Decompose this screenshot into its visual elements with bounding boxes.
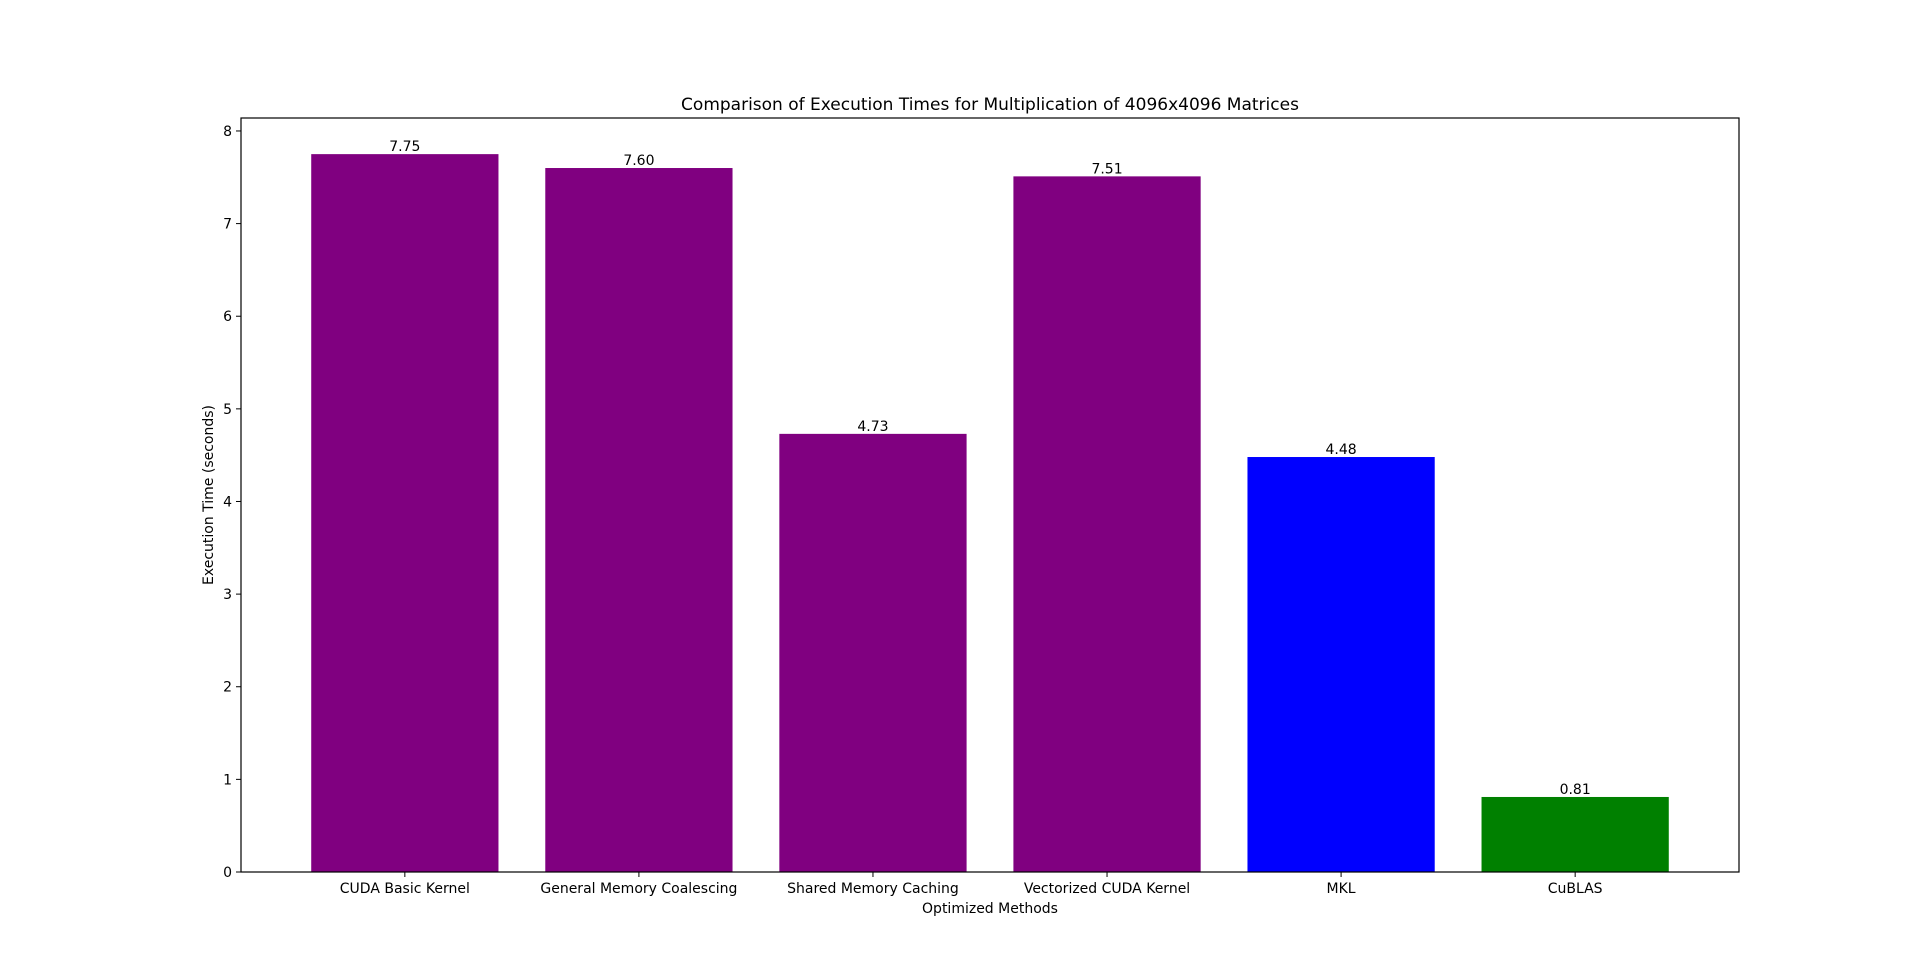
bar-1 xyxy=(545,168,733,872)
y-tick-label-7: 7 xyxy=(223,217,232,233)
y-tick-label-1: 1 xyxy=(223,772,232,788)
y-tick-label-6: 6 xyxy=(223,309,232,325)
bar-value-label-3: 7.51 xyxy=(1091,161,1122,177)
bar-value-label-0: 7.75 xyxy=(389,139,420,155)
bar-value-label-2: 4.73 xyxy=(857,419,888,435)
x-tick-label-1: General Memory Coalescing xyxy=(540,881,737,897)
y-tick-label-2: 2 xyxy=(223,680,232,696)
value-labels-layer: 7.75 7.60 4.73 7.51 4.48 0.81 xyxy=(389,139,1590,798)
bar-value-label-1: 7.60 xyxy=(623,153,654,169)
y-tick-label-0: 0 xyxy=(223,865,232,881)
x-axis: CUDA Basic Kernel General Memory Coalesci… xyxy=(340,872,1603,897)
bar-5 xyxy=(1481,796,1669,872)
x-tick-label-0: CUDA Basic Kernel xyxy=(340,881,470,897)
y-tick-label-8: 8 xyxy=(223,124,232,140)
y-axis-label: Execution Time (seconds) xyxy=(201,405,217,585)
bars-layer xyxy=(311,154,1669,873)
x-axis-label: Optimized Methods xyxy=(922,901,1058,917)
x-tick-label-4: MKL xyxy=(1327,881,1356,897)
y-axis: 0 1 2 3 4 5 6 7 8 xyxy=(223,124,241,881)
bar-value-label-4: 4.48 xyxy=(1326,442,1357,458)
bar-0 xyxy=(311,154,499,872)
chart-title: Comparison of Execution Times for Multip… xyxy=(681,95,1299,115)
y-tick-label-5: 5 xyxy=(223,402,232,418)
bar-4 xyxy=(1247,457,1435,872)
y-tick-label-4: 4 xyxy=(223,494,232,510)
bar-3 xyxy=(1013,176,1201,873)
bar-2 xyxy=(779,433,967,872)
y-tick-label-3: 3 xyxy=(223,587,232,603)
x-tick-label-3: Vectorized CUDA Kernel xyxy=(1024,881,1190,897)
plot-frame xyxy=(240,117,1740,873)
x-tick-label-2: Shared Memory Caching xyxy=(787,881,959,897)
x-tick-label-5: CuBLAS xyxy=(1548,881,1603,897)
bar-value-label-5: 0.81 xyxy=(1560,782,1591,798)
